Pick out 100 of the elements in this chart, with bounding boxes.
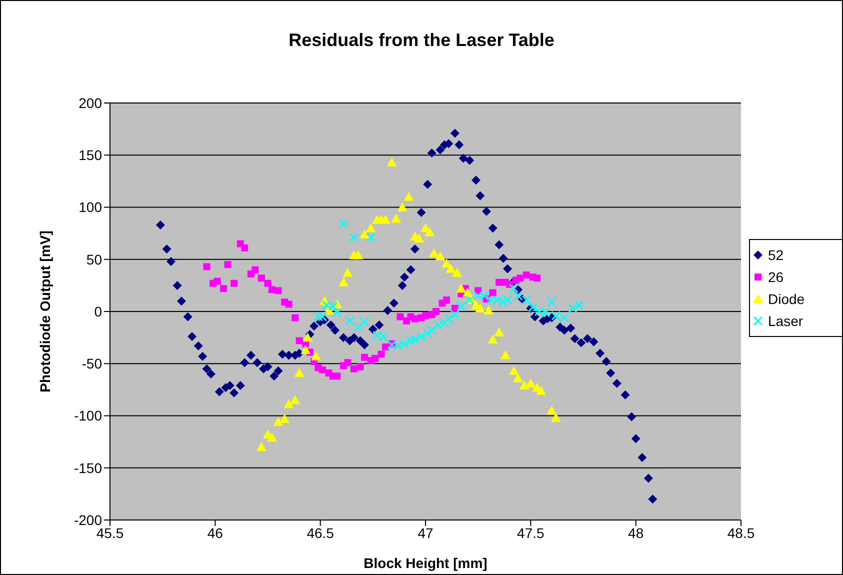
- legend-label: 26: [768, 268, 784, 286]
- point: [334, 372, 341, 380]
- point: [397, 202, 408, 212]
- point: [464, 295, 474, 305]
- y-tick-label: 0: [94, 303, 102, 320]
- point: [400, 339, 410, 349]
- y-tick-label: 150: [78, 147, 102, 164]
- point: [492, 295, 502, 305]
- point: [560, 313, 570, 323]
- point: [366, 223, 376, 232]
- point: [534, 306, 544, 316]
- point: [396, 313, 404, 320]
- point: [252, 266, 259, 274]
- point: [360, 317, 370, 327]
- point: [224, 261, 232, 268]
- point: [452, 268, 462, 277]
- point: [574, 300, 584, 310]
- point: [274, 287, 282, 294]
- point: [488, 334, 498, 344]
- point: [268, 286, 276, 294]
- point: [387, 340, 397, 350]
- point: [318, 312, 328, 322]
- point: [428, 248, 439, 258]
- x-tick-label: 48: [628, 524, 644, 541]
- point: [203, 263, 210, 270]
- point: [480, 291, 490, 301]
- legend-label: Diode: [768, 290, 805, 308]
- point: [526, 378, 536, 388]
- point: [214, 278, 221, 285]
- point: [338, 277, 348, 286]
- point: [353, 250, 364, 260]
- point: [264, 280, 272, 287]
- point: [313, 312, 323, 322]
- point: [414, 234, 424, 243]
- y-tick-label: 100: [78, 199, 102, 216]
- point: [550, 412, 561, 422]
- point: [568, 304, 578, 314]
- point: [432, 308, 440, 315]
- point: [513, 373, 524, 382]
- point: [350, 365, 358, 372]
- point: [332, 308, 342, 318]
- point: [435, 251, 446, 260]
- point: [450, 310, 460, 320]
- point: [338, 219, 348, 229]
- y-tick-label: 50: [86, 251, 102, 268]
- point: [442, 258, 452, 268]
- point: [322, 300, 332, 310]
- point: [356, 363, 364, 370]
- point: [513, 291, 523, 301]
- y-tick-label: -50: [82, 356, 102, 372]
- legend-label: 52: [768, 246, 784, 264]
- point: [284, 399, 294, 408]
- point: [393, 341, 403, 351]
- point: [220, 285, 228, 292]
- point: [285, 300, 292, 308]
- point: [486, 295, 496, 305]
- point: [424, 227, 435, 236]
- legend-label: Laser: [768, 312, 804, 330]
- x-tick-label: 48.5: [727, 524, 755, 541]
- point: [241, 244, 248, 252]
- point: [353, 322, 363, 332]
- point: [378, 332, 388, 342]
- point: [427, 326, 437, 336]
- x-axis-title: Block Height [mm]: [364, 555, 488, 571]
- point: [406, 336, 416, 346]
- y-axis-title: Photodiode Output [mV]: [36, 230, 53, 392]
- point: [300, 345, 311, 354]
- y-tick-label: -150: [74, 460, 102, 476]
- x-tick-label: 46: [207, 524, 224, 541]
- point: [318, 366, 326, 374]
- point: [342, 268, 353, 277]
- point: [256, 442, 266, 452]
- point: [519, 380, 530, 390]
- point: [433, 320, 443, 330]
- point: [456, 302, 466, 312]
- point: [516, 274, 524, 282]
- point: [475, 303, 486, 312]
- point: [422, 328, 432, 338]
- point: [473, 291, 483, 301]
- point: [496, 278, 503, 286]
- point: [446, 264, 456, 273]
- point: [380, 214, 391, 224]
- point: [311, 351, 322, 360]
- x-tick-label: 46.5: [306, 524, 334, 541]
- point: [494, 327, 504, 336]
- chart-title: Residuals from the Laser Table: [288, 30, 556, 51]
- point: [410, 334, 420, 344]
- point: [273, 417, 284, 426]
- point: [500, 350, 510, 360]
- point: [416, 332, 426, 342]
- point: [280, 414, 290, 423]
- point: [536, 386, 546, 395]
- point: [522, 272, 530, 279]
- x-tick-label: 47: [418, 524, 434, 541]
- point: [484, 305, 494, 314]
- point: [386, 157, 397, 166]
- point: [508, 366, 519, 375]
- point: [294, 368, 304, 378]
- point: [440, 318, 450, 328]
- point: [258, 274, 265, 282]
